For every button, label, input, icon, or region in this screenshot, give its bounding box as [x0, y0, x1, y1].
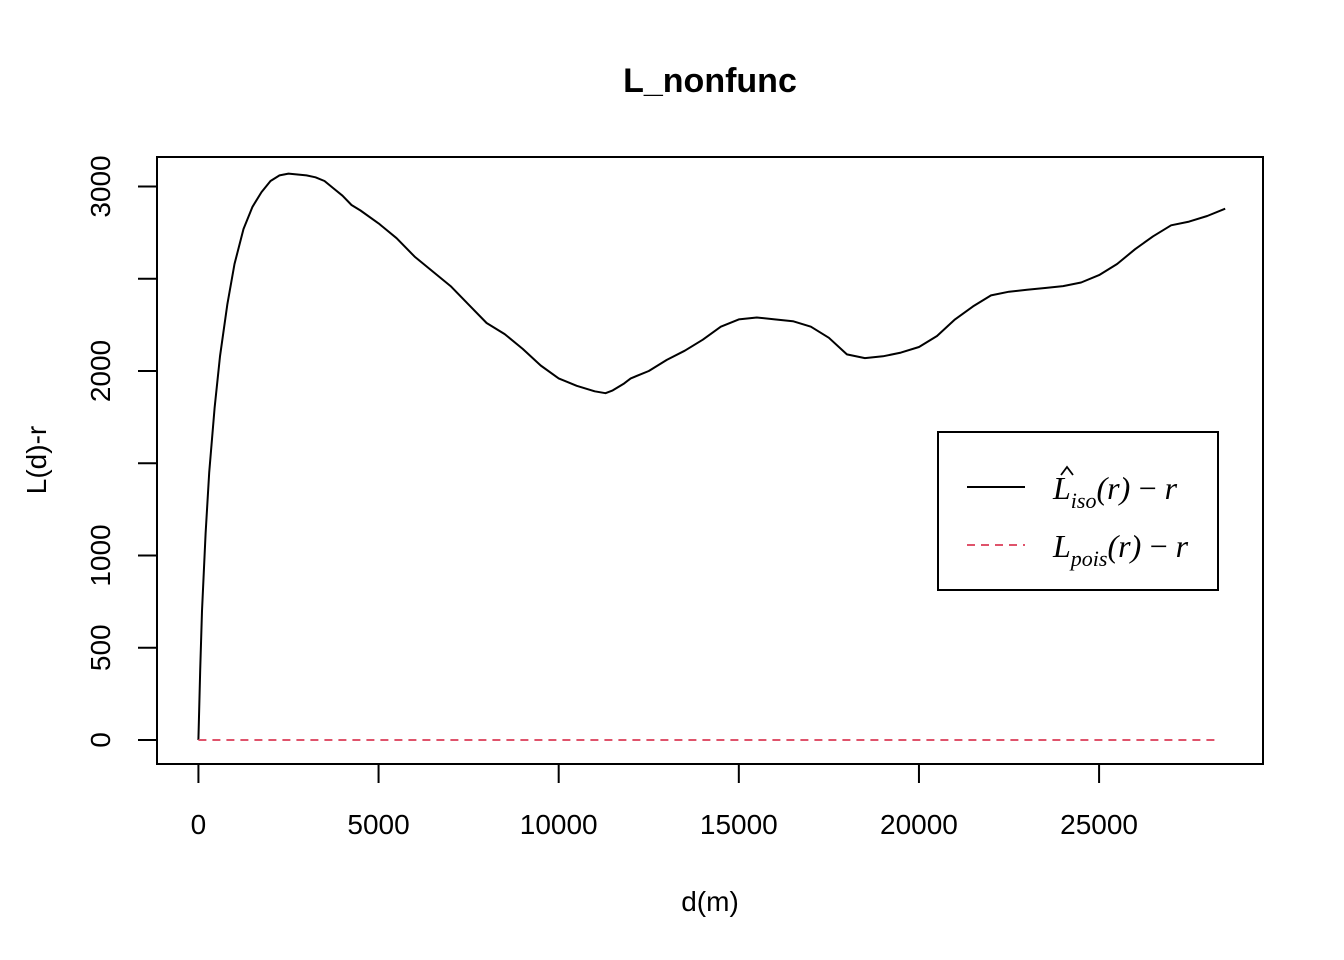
x-tick-label: 0 [191, 809, 207, 840]
y-axis-label: L(d)-r [21, 426, 52, 494]
y-tick-label: 2000 [85, 340, 116, 402]
y-axis: 0 500 1000 2000 3000 [85, 155, 158, 748]
y-tick-label: 0 [85, 732, 116, 748]
x-axis: 0 5000 10000 15000 20000 25000 [191, 763, 1138, 840]
y-tick-label: 1000 [85, 524, 116, 586]
legend-base: L [1052, 470, 1071, 506]
legend-label-iso: Liso(r) − r [1052, 470, 1178, 513]
legend-label-pois: Lpois(r) − r [1052, 528, 1189, 571]
y-tick-label: 500 [85, 624, 116, 671]
chart-title: L_nonfunc [623, 62, 797, 100]
x-tick-label: 15000 [700, 809, 778, 840]
x-axis-label: d(m) [681, 886, 739, 917]
series-line-iso [197, 172, 1226, 741]
legend-box [937, 431, 1219, 591]
y-tick-label: 3000 [85, 155, 116, 217]
legend-suffix: (r) − r [1096, 470, 1177, 506]
x-tick-label: 5000 [347, 809, 409, 840]
x-tick-label: 20000 [880, 809, 958, 840]
legend-suffix: (r) − r [1107, 528, 1188, 564]
legend-base: L [1052, 528, 1071, 564]
x-tick-label: 10000 [520, 809, 598, 840]
plot-lines [197, 172, 1226, 741]
legend-subscript: iso [1071, 488, 1097, 513]
legend-hat-mark [1060, 465, 1074, 476]
x-tick-label: 25000 [1060, 809, 1138, 840]
legend-subscript: pois [1069, 546, 1108, 571]
